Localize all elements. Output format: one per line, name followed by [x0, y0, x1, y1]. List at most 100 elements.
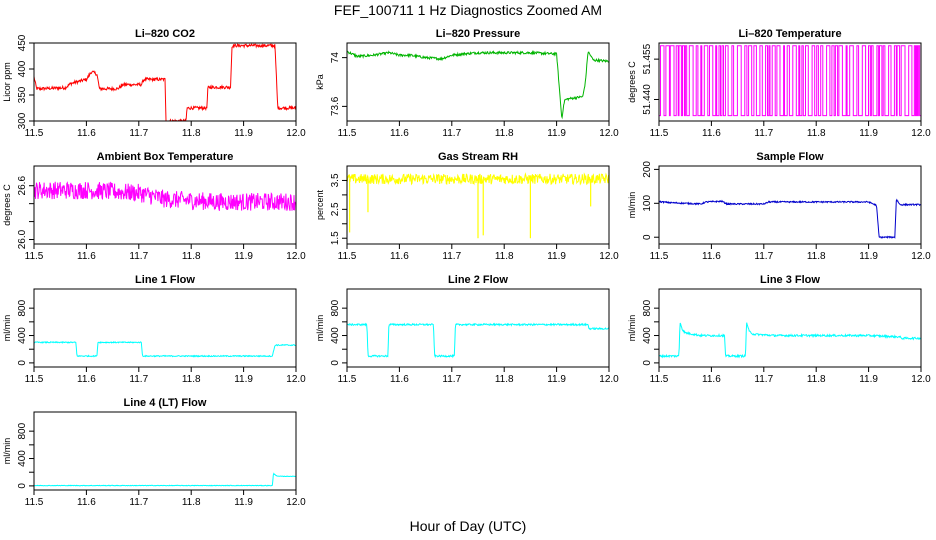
y-tick-label: 0 — [642, 360, 653, 366]
y-tick-label: 450 — [17, 34, 28, 51]
y-axis-label: ml/min — [2, 438, 12, 465]
plot-frame — [33, 42, 297, 122]
y-tick-label: 26.6 — [17, 176, 28, 196]
plot-frame — [346, 42, 610, 122]
plot-frame — [658, 165, 922, 245]
x-tick-label: 11.5 — [338, 374, 357, 385]
chart-title: Li–820 Temperature — [738, 28, 841, 40]
x-tick-label: 11.9 — [547, 128, 566, 139]
data-series-line — [659, 45, 921, 117]
y-tick-label: 400 — [330, 327, 341, 344]
x-tick-label: 11.9 — [859, 128, 878, 139]
chart-panel: Line 2 Flow 11.5 11.6 11.7 11.8 11.9 12.0 0 400 8… — [315, 274, 619, 385]
chart-panel: Line 4 (LT) Flow 11.5 11.6 11.7 11.8 11.9 12.0… — [2, 397, 306, 508]
y-tick-label: 300 — [17, 112, 28, 129]
data-series-line — [34, 181, 296, 211]
plot-frame — [658, 288, 922, 368]
x-tick-label: 12.0 — [286, 497, 306, 508]
x-tick-label: 11.8 — [182, 374, 201, 385]
x-tick-label: 11.5 — [25, 251, 44, 262]
chart-title: Line 3 Flow — [760, 274, 820, 286]
x-tick-label: 11.5 — [25, 374, 44, 385]
chart-title: Line 2 Flow — [448, 274, 508, 286]
x-tick-label: 11.6 — [702, 128, 721, 139]
x-axis-label: Hour of Day (UTC) — [409, 518, 527, 534]
y-tick-label: 100 — [642, 195, 653, 212]
x-tick-label: 11.6 — [702, 374, 721, 385]
x-tick-label: 11.8 — [807, 374, 826, 385]
y-tick-label: 400 — [17, 60, 28, 77]
y-tick-label: 1.5 — [330, 231, 341, 245]
x-tick-label: 11.9 — [547, 251, 566, 262]
x-tick-label: 11.6 — [77, 128, 96, 139]
x-tick-label: 11.8 — [495, 374, 514, 385]
y-tick-label: 51.455 — [642, 43, 653, 74]
data-series-line — [34, 472, 296, 487]
y-tick-label: 51.440 — [642, 84, 653, 115]
y-axis-label: ml/min — [627, 192, 637, 219]
chart-panel: Li–820 Temperature 11.5 11.6 11.7 11.8 11.9 12… — [627, 28, 931, 139]
data-series-line — [347, 50, 609, 120]
x-tick-label: 12.0 — [286, 128, 306, 139]
y-axis-label: Licor ppm — [2, 62, 12, 102]
x-tick-label: 11.6 — [77, 497, 96, 508]
x-tick-label: 11.7 — [129, 251, 148, 262]
plot-frame — [658, 42, 922, 122]
chart-title: Li–820 CO2 — [135, 28, 195, 40]
y-axis-label: ml/min — [627, 315, 637, 342]
plot-frame — [33, 411, 297, 491]
x-tick-label: 11.7 — [442, 128, 461, 139]
data-series-line — [34, 340, 296, 358]
x-tick-label: 11.9 — [547, 374, 566, 385]
x-tick-label: 12.0 — [911, 128, 931, 139]
y-tick-label: 400 — [642, 327, 653, 344]
y-tick-label: 0 — [330, 360, 341, 366]
chart-title: Line 1 Flow — [135, 274, 195, 286]
y-tick-label: 26.0 — [17, 229, 28, 249]
chart-title: Line 4 (LT) Flow — [124, 397, 207, 409]
chart-panel: Line 1 Flow 11.5 11.6 11.7 11.8 11.9 12.0 0 400 8… — [2, 274, 306, 385]
y-axis-label: degrees C — [2, 184, 12, 226]
x-tick-label: 11.6 — [77, 374, 96, 385]
x-tick-label: 11.8 — [807, 251, 826, 262]
x-tick-label: 12.0 — [599, 374, 619, 385]
x-tick-label: 11.8 — [182, 251, 201, 262]
y-axis-label: kPa — [315, 74, 325, 90]
x-tick-label: 11.7 — [754, 128, 773, 139]
x-tick-label: 12.0 — [911, 374, 931, 385]
y-tick-label: 3.5 — [330, 173, 341, 187]
x-tick-label: 11.7 — [442, 251, 461, 262]
x-tick-label: 11.6 — [390, 128, 409, 139]
chart-panel: Li–820 CO2 11.5 11.6 11.7 11.8 11.9 12.0 300 350… — [2, 28, 306, 139]
data-series-line — [659, 322, 921, 359]
y-tick-label: 400 — [17, 450, 28, 467]
chart-panel: Line 3 Flow 11.5 11.6 11.7 11.8 11.9 12.0 0 400 8… — [627, 274, 931, 385]
plot-frame — [346, 165, 610, 245]
plot-frame — [33, 165, 297, 245]
x-tick-label: 11.9 — [234, 251, 253, 262]
y-tick-label: 74 — [330, 52, 341, 64]
x-tick-label: 11.6 — [390, 374, 409, 385]
data-series-line — [34, 43, 296, 121]
chart-panel: Ambient Box Temperature 11.5 11.6 11.7 11.8 1… — [2, 151, 306, 262]
x-tick-label: 11.5 — [25, 128, 44, 139]
x-tick-label: 11.5 — [338, 128, 357, 139]
x-tick-label: 11.5 — [650, 251, 669, 262]
y-tick-label: 800 — [330, 299, 341, 316]
x-tick-label: 11.8 — [807, 128, 826, 139]
x-tick-label: 11.7 — [754, 251, 773, 262]
chart-panel: Sample Flow 11.5 11.6 11.7 11.8 11.9 12.0 0 100 2… — [627, 151, 931, 262]
y-tick-label: 2.5 — [330, 202, 341, 216]
x-tick-label: 11.9 — [234, 497, 253, 508]
chart-panel: Li–820 Pressure 11.5 11.6 11.7 11.8 11.9 12.0 7… — [315, 28, 619, 139]
y-axis-label: degrees C — [627, 61, 637, 103]
y-axis-label: percent — [315, 189, 325, 220]
x-tick-label: 12.0 — [599, 251, 619, 262]
y-tick-label: 73.6 — [330, 96, 341, 116]
figure-title: FEF_100711 1 Hz Diagnostics Zoomed AM — [333, 2, 603, 18]
chart-title: Ambient Box Temperature — [97, 151, 234, 163]
chart-panel: Gas Stream RH 11.5 11.6 11.7 11.8 11.9 12.0 1.5… — [315, 151, 619, 262]
x-tick-label: 11.8 — [182, 497, 201, 508]
chart-title: Sample Flow — [756, 151, 824, 163]
y-tick-label: 400 — [17, 327, 28, 344]
